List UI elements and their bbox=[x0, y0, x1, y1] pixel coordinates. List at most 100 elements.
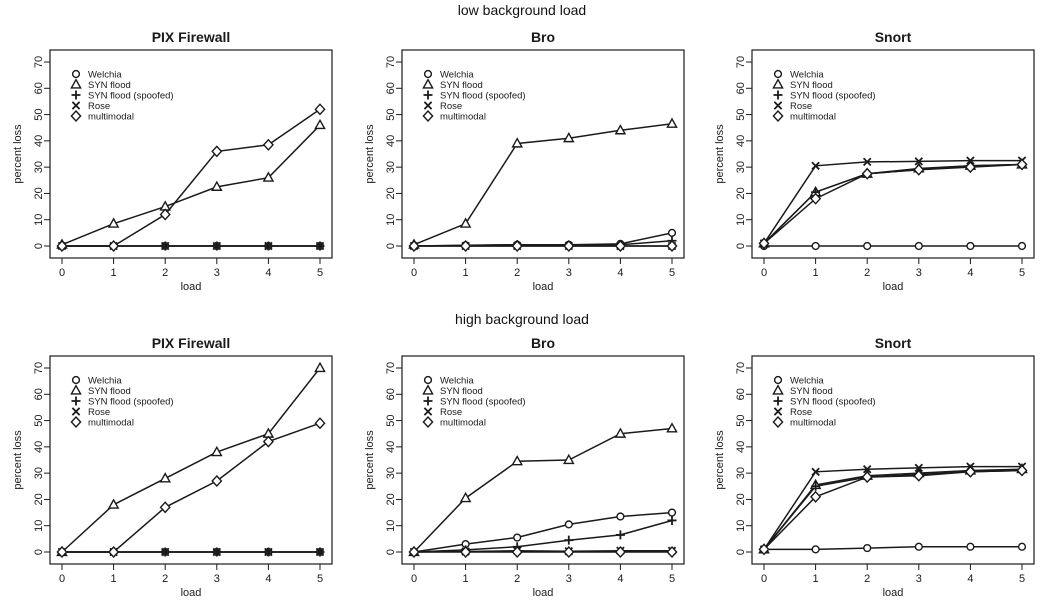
legend-label: SYN flood bbox=[88, 80, 131, 91]
y-tick-label: 40 bbox=[385, 441, 397, 453]
y-axis-label: percent loss bbox=[364, 124, 376, 184]
data-point-cross bbox=[914, 463, 924, 473]
x-tick-label: 0 bbox=[411, 573, 417, 585]
data-point-diamond bbox=[1016, 158, 1028, 171]
legend-label: SYN flood bbox=[88, 386, 131, 397]
data-point-diamond bbox=[861, 167, 873, 180]
data-point-circle bbox=[1017, 542, 1027, 551]
legend-cross-icon bbox=[71, 101, 81, 110]
data-point-diamond bbox=[108, 545, 120, 559]
data-point-diamond bbox=[460, 239, 472, 253]
legend-label: Welchia bbox=[440, 376, 474, 387]
data-point-cross bbox=[212, 547, 222, 557]
legend-label: multimodal bbox=[440, 112, 486, 123]
x-tick-label: 3 bbox=[566, 573, 572, 585]
data-point-triangle bbox=[563, 453, 575, 465]
legend-label: Welchia bbox=[790, 70, 824, 81]
x-tick-label: 3 bbox=[916, 573, 922, 585]
data-point-cross bbox=[862, 157, 872, 167]
y-tick-label: 60 bbox=[33, 388, 45, 400]
x-tick-label: 4 bbox=[617, 573, 623, 585]
data-point-diamond bbox=[314, 103, 326, 116]
y-tick-label: 10 bbox=[735, 520, 747, 532]
data-point-cross bbox=[160, 241, 170, 251]
data-point-cross bbox=[212, 241, 222, 251]
series-line bbox=[413, 427, 673, 553]
data-point-cross bbox=[315, 547, 325, 557]
data-point-plus bbox=[564, 535, 574, 545]
data-point-diamond bbox=[408, 239, 420, 253]
data-point-circle bbox=[914, 542, 923, 551]
series-line bbox=[764, 545, 1022, 551]
legend-plus-icon bbox=[71, 396, 81, 406]
series-line bbox=[413, 511, 673, 553]
data-point-cross bbox=[966, 156, 975, 165]
y-tick-label: 30 bbox=[735, 467, 747, 479]
data-point-diamond bbox=[861, 471, 873, 484]
data-point-circle bbox=[513, 533, 522, 542]
data-point-diamond bbox=[262, 138, 274, 151]
x-tick-label: 5 bbox=[1019, 573, 1025, 585]
x-tick-label: 3 bbox=[566, 267, 572, 279]
data-point-circle bbox=[564, 520, 573, 529]
data-point-triangle bbox=[314, 118, 326, 130]
x-tick-label: 4 bbox=[265, 267, 271, 279]
plot-frame bbox=[751, 355, 1035, 565]
data-point-cross bbox=[914, 157, 924, 166]
legend-label: SYN flood bbox=[790, 386, 833, 397]
data-point-diamond bbox=[563, 545, 575, 559]
x-tick-label: 3 bbox=[214, 267, 220, 279]
legend-circle-icon bbox=[423, 375, 433, 385]
legend-label: SYN flood (spoofed) bbox=[440, 91, 526, 102]
data-point-cross bbox=[160, 547, 170, 557]
data-point-diamond bbox=[56, 545, 68, 559]
data-point-diamond bbox=[408, 545, 420, 559]
data-point-diamond bbox=[563, 239, 575, 253]
legend-label: SYN flood (spoofed) bbox=[88, 91, 174, 102]
y-tick-label: 70 bbox=[385, 56, 397, 68]
legend-triangle-icon bbox=[422, 384, 434, 395]
y-tick-label: 30 bbox=[385, 161, 397, 173]
data-point-circle bbox=[1017, 241, 1027, 251]
x-axis-label: load bbox=[533, 281, 554, 293]
y-tick-label: 40 bbox=[33, 441, 45, 453]
legend-diamond-icon bbox=[422, 109, 434, 123]
data-point-circle bbox=[966, 542, 975, 551]
y-tick-label: 70 bbox=[33, 362, 45, 374]
x-axis-label: load bbox=[533, 587, 554, 599]
plot-frame bbox=[49, 355, 333, 565]
data-point-triangle bbox=[511, 137, 523, 148]
data-point-triangle bbox=[614, 124, 627, 135]
data-point-triangle bbox=[211, 445, 223, 457]
legend-label: Welchia bbox=[88, 70, 122, 81]
data-point-diamond bbox=[666, 239, 678, 253]
legend-plus-icon bbox=[423, 396, 433, 406]
data-point-triangle bbox=[159, 472, 171, 483]
plot-frame bbox=[49, 49, 333, 259]
data-point-triangle bbox=[262, 171, 275, 182]
data-point-triangle bbox=[459, 491, 472, 503]
legend-circle-icon bbox=[773, 375, 783, 385]
data-point-diamond bbox=[511, 545, 523, 559]
x-tick-label: 5 bbox=[1019, 267, 1025, 279]
data-point-circle bbox=[616, 512, 625, 521]
y-tick-label: 20 bbox=[33, 187, 45, 199]
x-tick-label: 0 bbox=[761, 573, 767, 585]
legend-label: Rose bbox=[88, 407, 110, 418]
x-tick-label: 5 bbox=[317, 267, 323, 279]
x-tick-label: 1 bbox=[111, 573, 117, 585]
series-line bbox=[62, 108, 321, 247]
x-tick-label: 3 bbox=[916, 267, 922, 279]
y-tick-label: 0 bbox=[33, 243, 45, 249]
data-point-cross bbox=[264, 241, 273, 251]
data-point-circle bbox=[667, 508, 677, 517]
legend-label: Rose bbox=[88, 101, 110, 112]
legend-triangle-icon bbox=[772, 78, 784, 89]
y-axis-label: percent loss bbox=[12, 124, 24, 184]
data-point-diamond bbox=[108, 239, 120, 253]
legend-label: SYN flood (spoofed) bbox=[88, 397, 174, 408]
y-tick-label: 70 bbox=[385, 362, 397, 374]
